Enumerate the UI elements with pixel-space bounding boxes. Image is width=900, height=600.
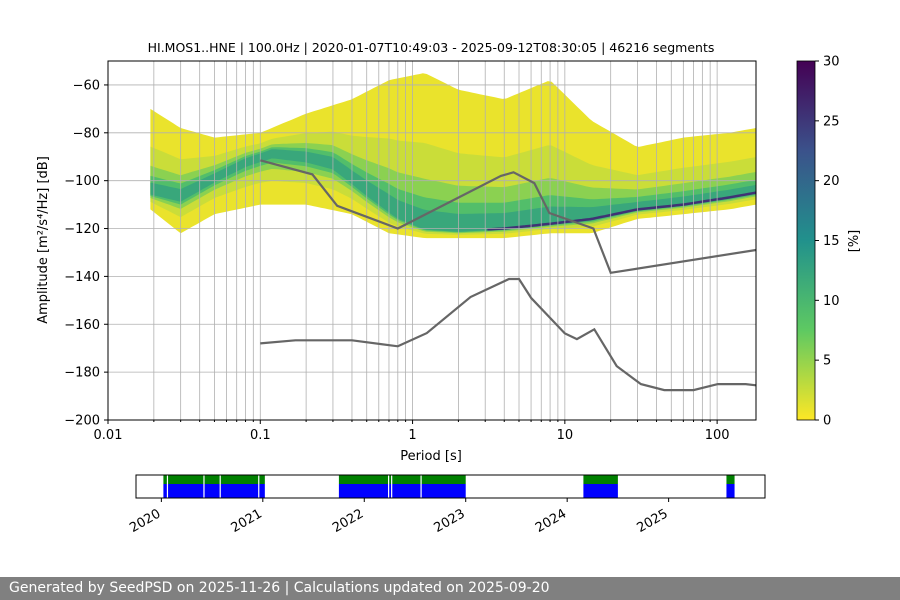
colorbar-bar [796,60,816,421]
mode-ridge [487,191,757,231]
y-tick-label: −140 [64,270,100,285]
axes: 0.01 0.1 1 10 100 −200 −180 −160 −140 −120 −100 −80… [64,60,757,443]
noise-model-nlnm [260,277,757,392]
availability-data-segment [338,484,466,498]
availability-data-segment [726,484,735,498]
psd-chart: HI.MOS1..HNE | 100.0Hz | 2020-01-07T10:4… [36,40,862,536]
availability-data-segment [583,484,618,498]
y-tick-label: −100 [64,174,100,189]
year-tick-label: 2025 [634,506,670,536]
colorbar-tick-label: 15 [823,234,840,249]
year-tick-label: 2021 [229,506,265,536]
x-tick-label: 0.01 [94,428,123,443]
colorbar: 0 5 10 15 20 25 30 [796,55,840,429]
noise-model-nhnm [260,159,757,275]
availability-timeline: 2020 2021 2022 2023 2024 2025 [127,474,766,536]
y-tick-label: −80 [73,126,100,141]
grid [108,61,756,421]
x-tick-label: 0.1 [250,428,271,443]
y-tick-label: −120 [64,222,100,237]
year-tick-label: 2020 [127,506,163,536]
y-axis-label: Amplitude [m²/s⁴/Hz] [dB] [36,156,51,324]
colorbar-tick-label: 30 [823,55,840,70]
availability-processed-segment [163,475,265,484]
y-tick-label: −160 [64,318,100,333]
colorbar-tick-label: 0 [823,414,831,429]
availability-processed-segment [338,475,466,484]
y-tick-label: −180 [64,366,100,381]
year-tick-label: 2024 [533,506,569,536]
availability-data-segment [163,484,265,498]
x-axis-label: Period [s] [400,449,462,464]
colorbar-tick-label: 10 [823,294,840,309]
footer-text: Generated by SeedPSD on 2025-11-26 | Cal… [9,580,550,596]
y-tick-label: −200 [64,414,100,429]
psd-density-heatmap [108,61,757,420]
y-tick-label: −60 [73,78,100,93]
year-tick-label: 2023 [432,506,468,536]
x-tick-label: 10 [557,428,574,443]
colorbar-label: [%] [847,230,862,253]
colorbar-tick-label: 5 [823,354,831,369]
chart-title: HI.MOS1..HNE | 100.0Hz | 2020-01-07T10:4… [148,40,715,55]
footer-bar: Generated by SeedPSD on 2025-11-26 | Cal… [0,577,900,600]
noise-models [260,159,757,392]
availability-processed-segment [726,475,735,484]
plot-frame [107,60,757,421]
colorbar-tick-label: 25 [823,114,840,129]
availability-processed-segment [583,475,618,484]
x-tick-label: 100 [705,428,730,443]
density-level-4 [150,149,756,232]
year-tick-label: 2022 [330,506,366,536]
x-tick-label: 1 [408,428,416,443]
colorbar-tick-label: 20 [823,174,840,189]
availability-frame [135,474,766,499]
